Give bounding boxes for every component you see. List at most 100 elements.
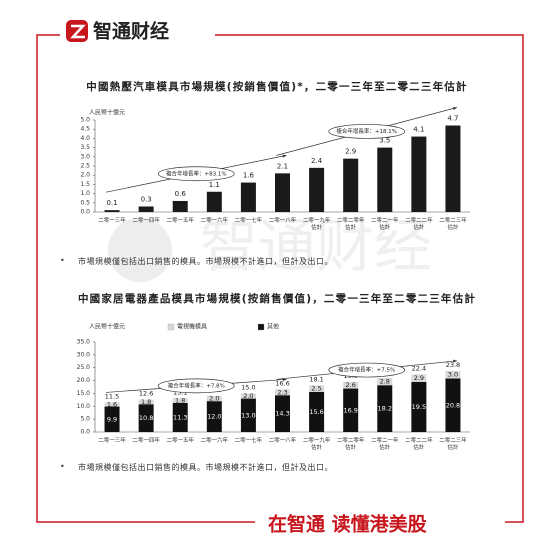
chart-title: 中國家居電器產品模具市場規模(按銷售價值)，二零一三年至二零二三年估計 [78,292,476,305]
legend-swatch [167,323,175,331]
bar-segment [411,381,427,432]
y-tick-label: 0.5 [80,199,90,206]
value-label: 2.1 [277,162,288,170]
x-tick-label: 二零二一年估計 [371,438,399,451]
x-tick-label: 二零二三年估計 [439,438,467,451]
value-label: 15.6 [309,408,323,416]
bullet: • [60,462,65,471]
bar-segment [411,374,427,382]
x-tick-label: 二零一九年估計 [302,438,331,451]
logo-icon [66,20,88,42]
value-label: 11.3 [173,413,187,421]
y-tick-label: 3.5 [80,144,90,151]
bar-segment [275,395,290,432]
bar-segment [138,399,154,405]
value-label: 2.4 [311,157,323,165]
value-label: 1.8 [141,398,151,406]
value-label: 2.0 [243,392,253,400]
y-tick-label: 4.0 [80,135,90,142]
total-label: 18.1 [309,375,323,383]
x-tick-label: 二零一六年 [200,438,229,444]
value-label: 1.6 [243,172,255,180]
annotation: 複合年增長率：+7.5% [338,366,395,374]
value-label: 14.3 [275,410,289,418]
x-tick-label: 二零一七年 [234,218,263,224]
value-label: 1.6 [107,400,117,408]
note: 市場規模僅包括出口銷售的模具。市場規模不計進口，但計及出口。 [78,257,333,266]
bar [377,147,393,212]
bar-segment [104,406,120,432]
y-axis-label: 人民幣十億元 [89,323,125,331]
y-tick-label: 1.5 [80,181,90,188]
x-tick-label: 二零一八年 [268,218,297,224]
bar [172,200,188,212]
value-label: 0.1 [106,199,117,207]
x-tick-label: 二零二一年估計 [371,218,399,231]
x-tick-label: 二零一八年 [268,438,297,444]
footer-slogan: 在智通 读懂港美股 [268,513,427,536]
bar-segment [309,385,325,392]
y-tick-label: 15.0 [77,390,91,397]
y-tick-label: 35.0 [77,339,91,346]
x-tick-label: 二零二三年估計 [439,218,467,231]
bar-segment [275,389,290,396]
legend-label: 電視機模具 [177,323,207,331]
bar-segment [206,401,222,432]
bar-segment [240,393,256,399]
y-axis-label: 人民幣十億元 [89,109,125,117]
bar [275,173,290,212]
bar-segment [445,370,461,379]
annotation-bubble [157,378,235,394]
bar [104,210,120,212]
value-label: 4.1 [413,126,424,134]
x-tick-label: 二零一七年 [234,438,263,444]
y-tick-label: 20.0 [77,377,91,384]
total-label: 15.0 [241,383,255,391]
x-tick-label: 二零二二年估計 [405,218,433,231]
bar [309,167,325,212]
y-tick-label: 30.0 [77,351,91,358]
bar-segment [206,396,222,402]
x-tick-label: 二零一三年 [98,218,126,224]
value-label: 2.5 [311,385,321,393]
bar [445,125,461,212]
annotation: 複合年增長率：+7.8% [168,381,225,389]
value-label: 2.8 [380,378,390,386]
y-tick-label: 5.0 [80,117,90,124]
value-label: 2.6 [346,381,356,389]
bar [138,206,154,212]
value-label: 0.3 [141,195,152,203]
value-label: 3.5 [379,137,390,145]
arrow-head [453,359,457,363]
bar [343,158,359,212]
value-label: 10.8 [139,414,153,422]
bar [206,191,222,212]
watermark: 智通财经 [200,212,432,280]
total-label: 11.5 [105,392,119,400]
x-tick-label: 二零一四年 [132,438,160,444]
total-label: 16.6 [275,379,289,387]
arrow-head [452,106,457,110]
annotation-bubble [328,124,406,139]
total-label: 22.4 [412,364,426,372]
x-tick-label: 二零一四年 [132,218,160,224]
bar [411,136,427,212]
x-tick-label: 二零二二年估計 [405,438,433,451]
bar-segment [377,378,393,386]
annotation-bubble [328,362,406,378]
y-tick-label: 2.5 [80,163,90,170]
total-label: 23.8 [446,361,460,369]
bar-segment [445,378,461,432]
value-label: 2.3 [277,388,287,396]
value-label: 1.8 [175,397,185,405]
x-tick-label: 二零一六年 [200,218,229,224]
bar-segment [172,402,188,432]
x-tick-label: 二零一三年 [98,438,126,444]
y-tick-label: 0.0 [80,209,90,216]
y-tick-label: 0.0 [80,429,90,436]
bar-segment [377,385,393,432]
bar-segment [240,398,256,432]
x-tick-label: 二零二零年估計 [336,218,365,231]
value-label: 1.1 [209,181,220,189]
